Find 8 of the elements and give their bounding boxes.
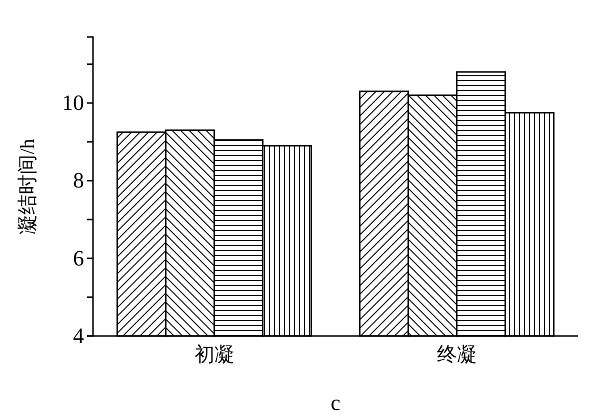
y-tick-label: 4 [73,323,84,348]
y-tick-label: 8 [73,168,84,193]
y-tick-label: 6 [73,245,84,270]
y-tick-label: 10 [62,90,84,116]
x-tick-label: 初凝 [194,344,234,366]
x-tick-label: 终凝 [436,344,477,366]
y-axis-title: 凝结时间/h [17,138,39,234]
x-axis-title: c [330,390,341,415]
